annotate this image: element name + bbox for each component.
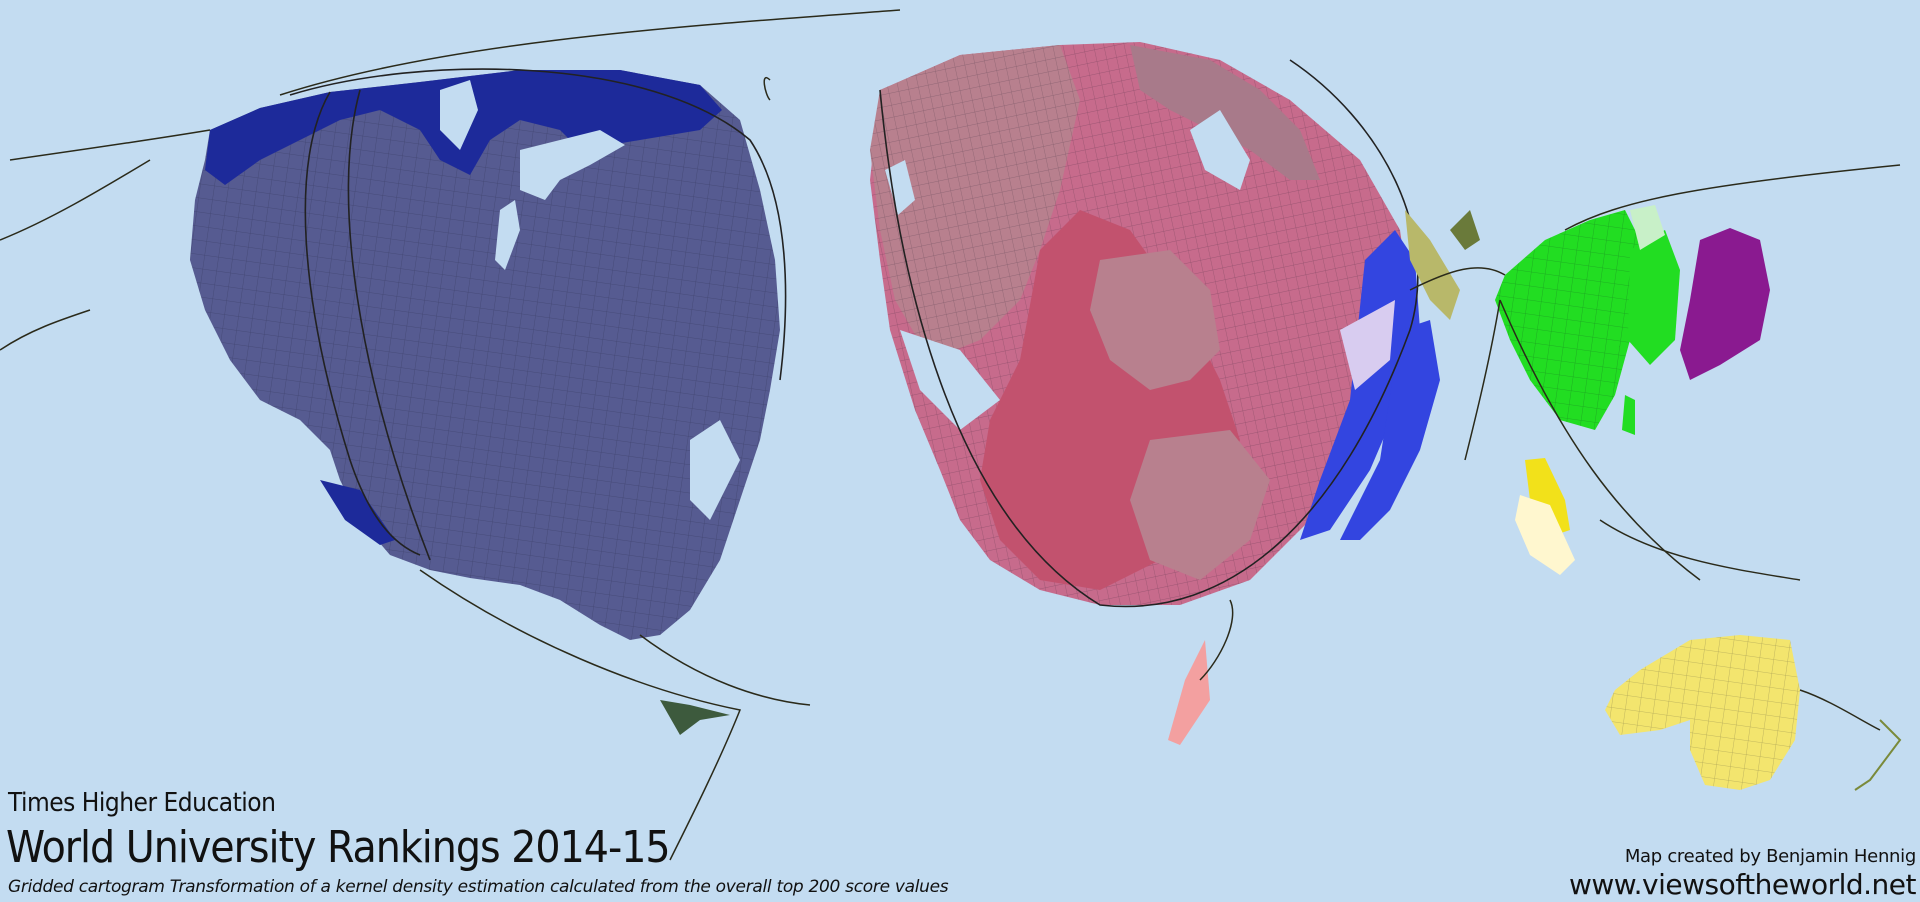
coastline-threads bbox=[0, 9, 1901, 861]
alaska-region bbox=[320, 480, 395, 545]
taiwan bbox=[1622, 395, 1635, 435]
japan-region bbox=[1680, 228, 1770, 380]
north-america-grid bbox=[190, 70, 780, 640]
scandinavia-region bbox=[1130, 45, 1320, 180]
author-credit: Map created by Benjamin Hennig bbox=[1624, 846, 1916, 867]
page-title: World University Rankings 2014-15 bbox=[6, 822, 671, 873]
great-lake-1 bbox=[520, 130, 625, 200]
hudson-bay bbox=[440, 80, 478, 150]
na-inlet bbox=[690, 420, 740, 520]
korea-region bbox=[1628, 230, 1680, 365]
map-subtitle: Gridded cartogram Transformation of a ke… bbox=[8, 877, 949, 897]
new-zealand bbox=[1854, 719, 1902, 791]
southern-europe-light bbox=[1130, 430, 1270, 580]
australia bbox=[1605, 635, 1800, 790]
middle-east bbox=[1405, 210, 1460, 320]
website-link[interactable]: www.viewsoftheworld.net bbox=[1569, 868, 1917, 901]
south-america-chain bbox=[660, 700, 730, 735]
north-america bbox=[190, 68, 787, 640]
europe-coast bbox=[879, 59, 1419, 608]
na-outline bbox=[289, 68, 787, 381]
hong-kong-pale bbox=[1630, 205, 1665, 250]
central-europe-light bbox=[1090, 250, 1220, 390]
eastern-pale bbox=[1340, 300, 1395, 390]
indonesia-pale bbox=[1515, 495, 1575, 575]
malaysia bbox=[1525, 458, 1570, 535]
australia-grid bbox=[1605, 635, 1800, 790]
uk-grid bbox=[870, 45, 1080, 360]
southern-africa bbox=[1168, 640, 1210, 745]
na-boundary-1 bbox=[304, 91, 421, 556]
southeast-asia bbox=[1515, 458, 1575, 575]
china-grid bbox=[1495, 210, 1640, 430]
europe bbox=[870, 42, 1440, 608]
east-asia bbox=[1495, 205, 1770, 435]
great-lake-2 bbox=[495, 200, 520, 270]
baltic-sea bbox=[1190, 110, 1250, 190]
na-boundary-2 bbox=[347, 89, 431, 561]
irish-gap bbox=[885, 160, 915, 215]
russia-strip-2 bbox=[1340, 320, 1440, 540]
publisher-label: Times Higher Education bbox=[8, 788, 276, 818]
kamchatka-chain bbox=[1450, 210, 1480, 250]
europe-inlet bbox=[900, 330, 1000, 430]
